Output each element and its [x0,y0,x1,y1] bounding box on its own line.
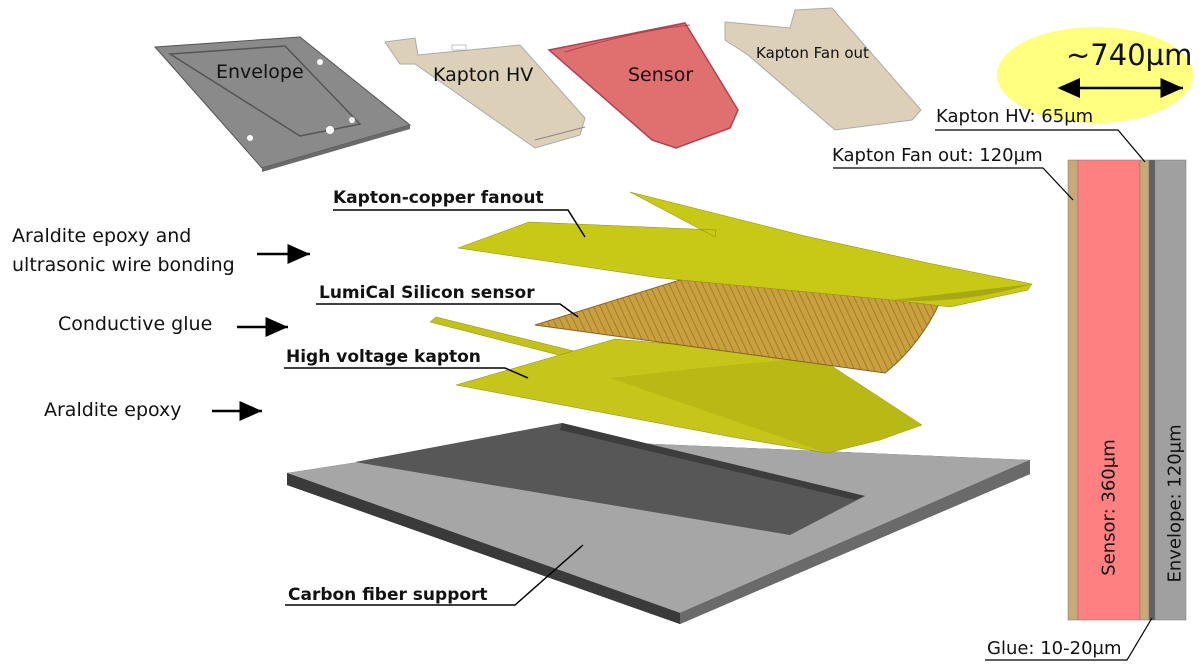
sensor-band [1077,159,1141,621]
kapton-fanout-thumbnail [724,7,922,131]
kapton-copper-fanout-label: Kapton-copper fanout [333,188,544,208]
kapton-hv-thumb-label: Kapton HV [433,64,534,86]
sensor-thumb-label: Sensor [628,64,694,86]
sensor-thumbnail [547,22,739,149]
kapton-hv-thumbnail [384,37,586,149]
conductive-glue-label: Conductive glue [58,313,213,335]
kapton-fanout-band [1067,159,1079,621]
envelope-band [1154,159,1187,621]
hv-kapton-label: High voltage kapton [286,347,481,367]
glue-thickness-label: Glue: 10-20µm [987,638,1122,659]
left-arrows [212,244,310,421]
glue-band [1148,159,1156,621]
leader-lines [284,209,586,606]
araldite-wire-label-line1: Araldite epoxy and [12,225,192,247]
kapton-fanout-thickness-label: Kapton Fan out: 120µm [832,145,1043,166]
envelope-thumb-label: Envelope [216,61,304,83]
kapton-copper-fanout-layer [457,191,1033,308]
araldite-wire-label-line2: ultrasonic wire bonding [12,254,235,276]
kapton-hv-band [1139,159,1150,621]
total-thickness-label: ~740µm [1066,38,1193,72]
total-thickness-highlight [997,27,1193,123]
high-voltage-kapton-layer [429,316,923,454]
kapton-hv-thickness-label: Kapton HV: 65µm [936,106,1094,127]
carbon-fiber-support [287,423,1030,624]
envelope-thickness-label: Envelope: 120µm [1164,424,1186,583]
cross-section [833,27,1193,661]
carbon-fiber-label: Carbon fiber support [288,585,488,605]
kapton-fanout-thumb-label: Kapton Fan out [756,44,869,62]
araldite-epoxy-label: Araldite epoxy [44,399,182,421]
envelope-thumbnail [153,36,412,172]
lumical-sensor-label: LumiCal Silicon sensor [319,283,535,303]
sensor-thickness-label: Sensor: 360µm [1098,439,1120,576]
